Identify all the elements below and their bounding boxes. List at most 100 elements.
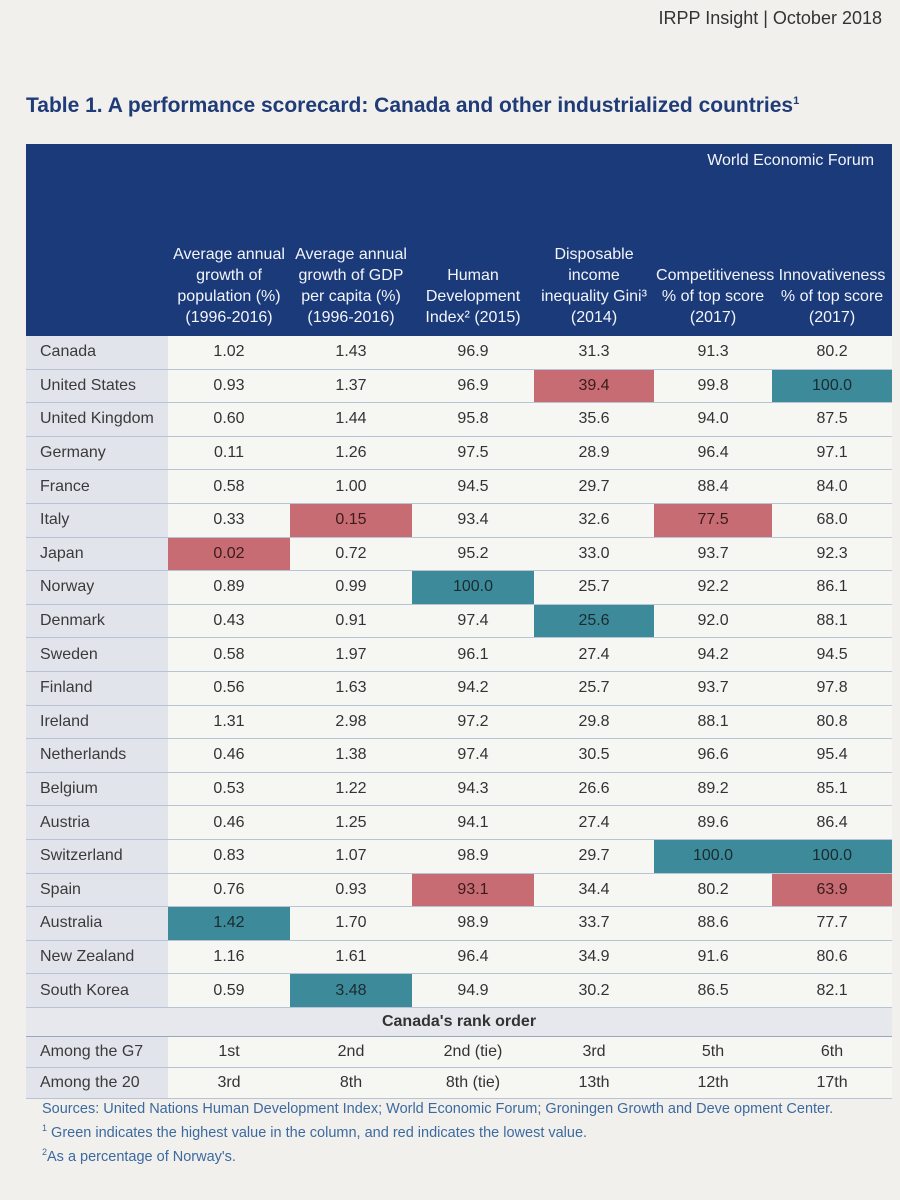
table-title: Table 1. A performance scorecard: Canada…	[26, 94, 800, 117]
value-cell: 97.5	[412, 436, 534, 471]
table-row: Japan 0.02 0.72 95.2 33.0 93.7 92.3	[26, 537, 893, 572]
rank-label: Among the G7	[26, 1036, 168, 1068]
value-cell: 34.9	[534, 940, 655, 975]
country-cell: Switzerland	[26, 839, 168, 874]
value-cell: 1.00	[290, 469, 412, 504]
rank-value: 17th	[772, 1067, 893, 1099]
value-cell: 93.7	[654, 671, 773, 706]
country-cell: New Zealand	[26, 940, 168, 975]
rank-value: 2nd (tie)	[412, 1036, 534, 1068]
value-cell: 1.26	[290, 436, 412, 471]
table-row: Germany 0.11 1.26 97.5 28.9 96.4 97.1	[26, 436, 893, 471]
rank-value: 8th	[290, 1067, 412, 1099]
country-cell: United Kingdom	[26, 402, 168, 437]
value-cell: 32.6	[534, 503, 655, 538]
rank-value: 13th	[534, 1067, 655, 1099]
rank-value: 6th	[772, 1036, 893, 1068]
rank-heading: Canada's rank order	[26, 1007, 893, 1037]
table-row: United Kingdom 0.60 1.44 95.8 35.6 94.0 87.5	[26, 402, 893, 437]
value-cell: 25.6	[534, 604, 655, 639]
value-cell: 88.6	[654, 906, 773, 941]
value-cell: 0.93	[168, 369, 290, 404]
rank-label: Among the 20	[26, 1067, 168, 1099]
value-cell: 0.11	[168, 436, 290, 471]
value-cell: 87.5	[772, 402, 893, 437]
rank-value: 3rd	[534, 1036, 655, 1068]
value-cell: 98.9	[412, 906, 534, 941]
value-cell: 96.9	[412, 336, 534, 370]
value-cell: 0.89	[168, 570, 290, 605]
value-cell: 91.6	[654, 940, 773, 975]
table-row: Finland 0.56 1.63 94.2 25.7 93.7 97.8	[26, 671, 893, 706]
value-cell: 96.4	[654, 436, 773, 471]
country-cell: Norway	[26, 570, 168, 605]
value-cell: 35.6	[534, 402, 655, 437]
value-cell: 98.9	[412, 839, 534, 874]
value-cell: 94.9	[412, 973, 534, 1008]
header-spacer	[26, 144, 655, 178]
value-cell: 80.2	[772, 336, 893, 370]
value-cell: 1.70	[290, 906, 412, 941]
value-cell: 94.0	[654, 402, 773, 437]
table-row: United States 0.93 1.37 96.9 39.4 99.8 100.0	[26, 369, 893, 404]
country-cell: Ireland	[26, 705, 168, 740]
value-cell: 92.0	[654, 604, 773, 639]
column-header-gdp: Average annual growth of GDP per capita …	[290, 178, 412, 336]
value-cell: 0.33	[168, 503, 290, 538]
value-cell: 100.0	[412, 570, 534, 605]
value-cell: 93.4	[412, 503, 534, 538]
column-header-innovativeness: Innovativeness % of top score (2017)	[772, 178, 893, 336]
value-cell: 89.2	[654, 772, 773, 807]
value-cell: 1.37	[290, 369, 412, 404]
value-cell: 97.4	[412, 604, 534, 639]
value-cell: 1.38	[290, 738, 412, 773]
value-cell: 88.4	[654, 469, 773, 504]
column-header-hdi: Human Development Index² (2015)	[412, 178, 534, 336]
value-cell: 27.4	[534, 637, 655, 672]
country-cell: Australia	[26, 906, 168, 941]
country-cell: Netherlands	[26, 738, 168, 773]
value-cell: 94.1	[412, 805, 534, 840]
country-cell: Belgium	[26, 772, 168, 807]
table-row: Canada 1.02 1.43 96.9 31.3 91.3 80.2	[26, 336, 893, 370]
value-cell: 1.97	[290, 637, 412, 672]
footnote-2: 2As a percentage of Norway's.	[42, 1146, 236, 1165]
value-cell: 39.4	[534, 369, 655, 404]
value-cell: 26.6	[534, 772, 655, 807]
sources-notes: Sources: United Nations Human Developmen…	[42, 1100, 900, 1167]
country-cell: France	[26, 469, 168, 504]
country-column-header	[26, 178, 168, 336]
value-cell: 97.8	[772, 671, 893, 706]
value-cell: 0.58	[168, 637, 290, 672]
value-cell: 96.9	[412, 369, 534, 404]
sources-text: Sources: United Nations Human Developmen…	[42, 1101, 834, 1117]
value-cell: 0.56	[168, 671, 290, 706]
value-cell: 0.46	[168, 738, 290, 773]
footnote-1: 1 Green indicates the highest value in t…	[42, 1123, 588, 1141]
table-row: Denmark 0.43 0.91 97.4 25.6 92.0 88.1	[26, 604, 893, 639]
table-row: Belgium 0.53 1.22 94.3 26.6 89.2 85.1	[26, 772, 893, 807]
table-row: Netherlands 0.46 1.38 97.4 30.5 96.6 95.4	[26, 738, 893, 773]
table-row: France 0.58 1.00 94.5 29.7 88.4 84.0	[26, 469, 893, 504]
value-cell: 31.3	[534, 336, 655, 370]
value-cell: 82.1	[772, 973, 893, 1008]
value-cell: 1.16	[168, 940, 290, 975]
value-cell: 95.2	[412, 537, 534, 572]
value-cell: 1.22	[290, 772, 412, 807]
value-cell: 88.1	[772, 604, 893, 639]
country-cell: South Korea	[26, 973, 168, 1008]
rank-value: 8th (tie)	[412, 1067, 534, 1099]
value-cell: 86.5	[654, 973, 773, 1008]
value-cell: 94.5	[412, 469, 534, 504]
table-row: Australia 1.42 1.70 98.9 33.7 88.6 77.7	[26, 906, 893, 941]
rank-value: 5th	[654, 1036, 773, 1068]
country-cell: Germany	[26, 436, 168, 471]
rank-value: 2nd	[290, 1036, 412, 1068]
value-cell: 63.9	[772, 873, 893, 908]
value-cell: 100.0	[654, 839, 773, 874]
value-cell: 0.91	[290, 604, 412, 639]
value-cell: 2.98	[290, 705, 412, 740]
value-cell: 92.3	[772, 537, 893, 572]
value-cell: 1.07	[290, 839, 412, 874]
value-cell: 96.4	[412, 940, 534, 975]
